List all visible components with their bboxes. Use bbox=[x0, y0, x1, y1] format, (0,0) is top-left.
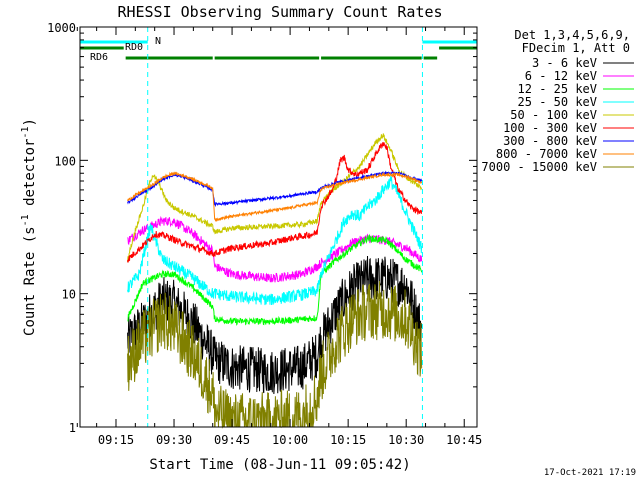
y-label-part-1: Count Rate (s bbox=[22, 226, 38, 336]
series-line bbox=[127, 233, 423, 326]
legend-header-line-1: Det 1,3,4,5,6,9, bbox=[514, 28, 630, 42]
y-tick-label: 1000 bbox=[47, 21, 76, 35]
series-25-50-kev bbox=[127, 176, 423, 306]
legend-entry-label: 50 - 100 keV bbox=[510, 108, 597, 122]
legend-entry-label: 6 - 12 keV bbox=[525, 69, 597, 83]
flag-bars: N RD0 RD6 bbox=[80, 36, 477, 63]
legend-entry-label: 7000 - 15000 keV bbox=[481, 160, 597, 174]
series-line bbox=[127, 171, 423, 223]
x-tick-label: 10:15 bbox=[330, 433, 366, 447]
x-tick-label: 09:15 bbox=[98, 433, 134, 447]
series-line bbox=[127, 133, 423, 263]
legend-entry-label: 100 - 300 keV bbox=[503, 121, 597, 135]
legend-header-line-2: FDecim 1, Att 0 bbox=[522, 41, 630, 55]
series-50-100-kev bbox=[127, 133, 423, 263]
series-line bbox=[127, 142, 423, 263]
x-tick-label: 09:45 bbox=[214, 433, 250, 447]
legend-entry-label: 300 - 800 keV bbox=[503, 134, 597, 148]
x-tick-label: 10:00 bbox=[272, 433, 308, 447]
legend-entry-label: 3 - 6 keV bbox=[532, 56, 597, 70]
y-tick-label: 100 bbox=[54, 154, 76, 168]
series-3-6-kev bbox=[127, 256, 423, 394]
flag-label-n: N bbox=[155, 36, 161, 47]
series-12-25-kev bbox=[127, 233, 423, 326]
flag-label-rd6: RD6 bbox=[90, 52, 108, 63]
chart-title: RHESSI Observing Summary Count Rates bbox=[117, 3, 442, 21]
x-tick-label: 10:45 bbox=[446, 433, 482, 447]
y-tick-label: 10 bbox=[62, 288, 76, 302]
y-tick-label: 1 bbox=[69, 421, 76, 435]
legend: Det 1,3,4,5,6,9, FDecim 1, Att 0 3 - 6 k… bbox=[481, 28, 634, 174]
x-axis-label: Start Time (08-Jun-11 09:05:42) bbox=[149, 457, 410, 473]
y-label-part-3: ) bbox=[22, 118, 38, 126]
x-axis: 09:15 09:30 09:45 10:00 10:15 10:30 10:45 bbox=[76, 27, 482, 447]
legend-entry-label: 800 - 7000 keV bbox=[496, 147, 597, 161]
series-line bbox=[127, 280, 423, 429]
series-800-7000-kev bbox=[127, 171, 423, 223]
x-tick-label: 09:30 bbox=[156, 433, 192, 447]
series-line bbox=[127, 176, 423, 306]
series-line bbox=[127, 256, 423, 394]
y-label-exponent-1: -1 bbox=[20, 214, 31, 226]
plot-data bbox=[127, 133, 423, 429]
x-tick-label: 10:30 bbox=[388, 433, 424, 447]
legend-entry-label: 25 - 50 keV bbox=[518, 95, 597, 109]
timestamp: 17-Oct-2021 17:19 bbox=[544, 468, 636, 478]
series-100-300-kev bbox=[127, 142, 423, 263]
flag-label-rd0: RD0 bbox=[125, 42, 143, 53]
y-label-part-2: detector bbox=[22, 139, 38, 215]
y-axis-label: Count Rate (s-1 detector-1) bbox=[20, 118, 38, 336]
y-label-exponent-2: -1 bbox=[20, 126, 31, 138]
legend-entry-label: 12 - 25 keV bbox=[518, 82, 597, 96]
series-7000-15000-kev bbox=[127, 280, 423, 429]
y-axis: 1 10 100 1000 bbox=[47, 21, 477, 435]
plot-frame bbox=[79, 26, 478, 428]
